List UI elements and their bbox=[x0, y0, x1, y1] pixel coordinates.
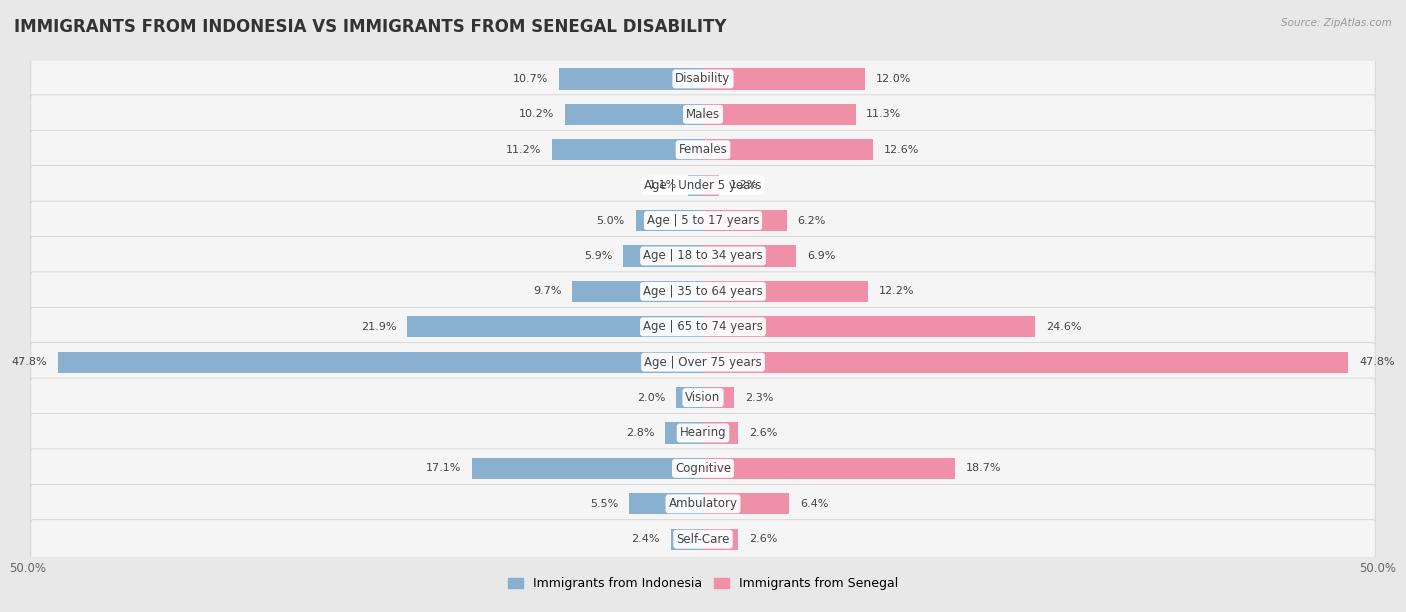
Text: Age | Over 75 years: Age | Over 75 years bbox=[644, 356, 762, 368]
Text: 2.6%: 2.6% bbox=[749, 428, 778, 438]
Text: Age | 18 to 34 years: Age | 18 to 34 years bbox=[643, 250, 763, 263]
Text: 17.1%: 17.1% bbox=[426, 463, 461, 474]
Text: 10.7%: 10.7% bbox=[512, 74, 548, 84]
Bar bbox=[703, 139, 873, 160]
Text: 12.0%: 12.0% bbox=[876, 74, 911, 84]
Bar bbox=[572, 281, 703, 302]
Text: 47.8%: 47.8% bbox=[11, 357, 46, 367]
Bar bbox=[703, 387, 734, 408]
Text: Disability: Disability bbox=[675, 72, 731, 86]
Bar bbox=[703, 174, 720, 196]
Bar bbox=[688, 174, 703, 196]
Text: Age | 35 to 64 years: Age | 35 to 64 years bbox=[643, 285, 763, 298]
Text: 2.0%: 2.0% bbox=[637, 392, 665, 403]
Text: 2.8%: 2.8% bbox=[626, 428, 654, 438]
Bar bbox=[558, 69, 703, 89]
Bar bbox=[551, 139, 703, 160]
Text: 5.5%: 5.5% bbox=[589, 499, 619, 509]
Bar bbox=[408, 316, 703, 337]
Text: 2.4%: 2.4% bbox=[631, 534, 659, 544]
Bar bbox=[703, 316, 1035, 337]
Bar bbox=[703, 245, 796, 267]
Text: 10.2%: 10.2% bbox=[519, 110, 554, 119]
FancyBboxPatch shape bbox=[31, 272, 1375, 311]
Text: IMMIGRANTS FROM INDONESIA VS IMMIGRANTS FROM SENEGAL DISABILITY: IMMIGRANTS FROM INDONESIA VS IMMIGRANTS … bbox=[14, 18, 727, 36]
Text: Self-Care: Self-Care bbox=[676, 532, 730, 546]
FancyBboxPatch shape bbox=[31, 484, 1375, 523]
Text: 12.6%: 12.6% bbox=[884, 144, 920, 155]
Bar bbox=[623, 245, 703, 267]
Text: Vision: Vision bbox=[685, 391, 721, 404]
Bar bbox=[565, 103, 703, 125]
Bar bbox=[58, 351, 703, 373]
FancyBboxPatch shape bbox=[31, 520, 1375, 559]
Text: Age | 65 to 74 years: Age | 65 to 74 years bbox=[643, 320, 763, 334]
FancyBboxPatch shape bbox=[31, 130, 1375, 169]
Bar bbox=[472, 458, 703, 479]
Text: Hearing: Hearing bbox=[679, 427, 727, 439]
FancyBboxPatch shape bbox=[31, 236, 1375, 275]
Text: Males: Males bbox=[686, 108, 720, 121]
Text: 11.3%: 11.3% bbox=[866, 110, 901, 119]
Bar bbox=[703, 458, 956, 479]
Text: 24.6%: 24.6% bbox=[1046, 322, 1081, 332]
Bar bbox=[628, 493, 703, 515]
Bar bbox=[665, 422, 703, 444]
Text: 11.2%: 11.2% bbox=[506, 144, 541, 155]
Text: Source: ZipAtlas.com: Source: ZipAtlas.com bbox=[1281, 18, 1392, 28]
FancyBboxPatch shape bbox=[31, 166, 1375, 204]
Bar bbox=[703, 103, 855, 125]
Text: Ambulatory: Ambulatory bbox=[668, 498, 738, 510]
Text: 18.7%: 18.7% bbox=[966, 463, 1001, 474]
Text: 12.2%: 12.2% bbox=[879, 286, 914, 296]
Text: 2.6%: 2.6% bbox=[749, 534, 778, 544]
Bar bbox=[703, 69, 865, 89]
FancyBboxPatch shape bbox=[31, 414, 1375, 452]
Text: Cognitive: Cognitive bbox=[675, 462, 731, 475]
Bar bbox=[671, 529, 703, 550]
FancyBboxPatch shape bbox=[31, 95, 1375, 134]
Bar bbox=[703, 210, 787, 231]
Text: Females: Females bbox=[679, 143, 727, 156]
Text: 47.8%: 47.8% bbox=[1360, 357, 1395, 367]
FancyBboxPatch shape bbox=[31, 343, 1375, 382]
Text: 2.3%: 2.3% bbox=[745, 392, 773, 403]
Text: 21.9%: 21.9% bbox=[361, 322, 396, 332]
FancyBboxPatch shape bbox=[31, 378, 1375, 417]
Text: 5.9%: 5.9% bbox=[583, 251, 613, 261]
Bar bbox=[676, 387, 703, 408]
Text: 6.2%: 6.2% bbox=[797, 215, 825, 226]
FancyBboxPatch shape bbox=[31, 59, 1375, 99]
Bar bbox=[703, 529, 738, 550]
Legend: Immigrants from Indonesia, Immigrants from Senegal: Immigrants from Indonesia, Immigrants fr… bbox=[502, 572, 904, 595]
Text: 5.0%: 5.0% bbox=[596, 215, 624, 226]
Text: 6.9%: 6.9% bbox=[807, 251, 835, 261]
Bar bbox=[703, 351, 1348, 373]
Text: 1.2%: 1.2% bbox=[730, 180, 758, 190]
Bar bbox=[703, 281, 868, 302]
Bar bbox=[703, 493, 789, 515]
Bar bbox=[636, 210, 703, 231]
FancyBboxPatch shape bbox=[31, 449, 1375, 488]
Bar bbox=[703, 422, 738, 444]
Text: 6.4%: 6.4% bbox=[800, 499, 828, 509]
Text: 1.1%: 1.1% bbox=[650, 180, 678, 190]
FancyBboxPatch shape bbox=[31, 201, 1375, 240]
Text: Age | Under 5 years: Age | Under 5 years bbox=[644, 179, 762, 192]
FancyBboxPatch shape bbox=[31, 307, 1375, 346]
Text: Age | 5 to 17 years: Age | 5 to 17 years bbox=[647, 214, 759, 227]
Text: 9.7%: 9.7% bbox=[533, 286, 561, 296]
